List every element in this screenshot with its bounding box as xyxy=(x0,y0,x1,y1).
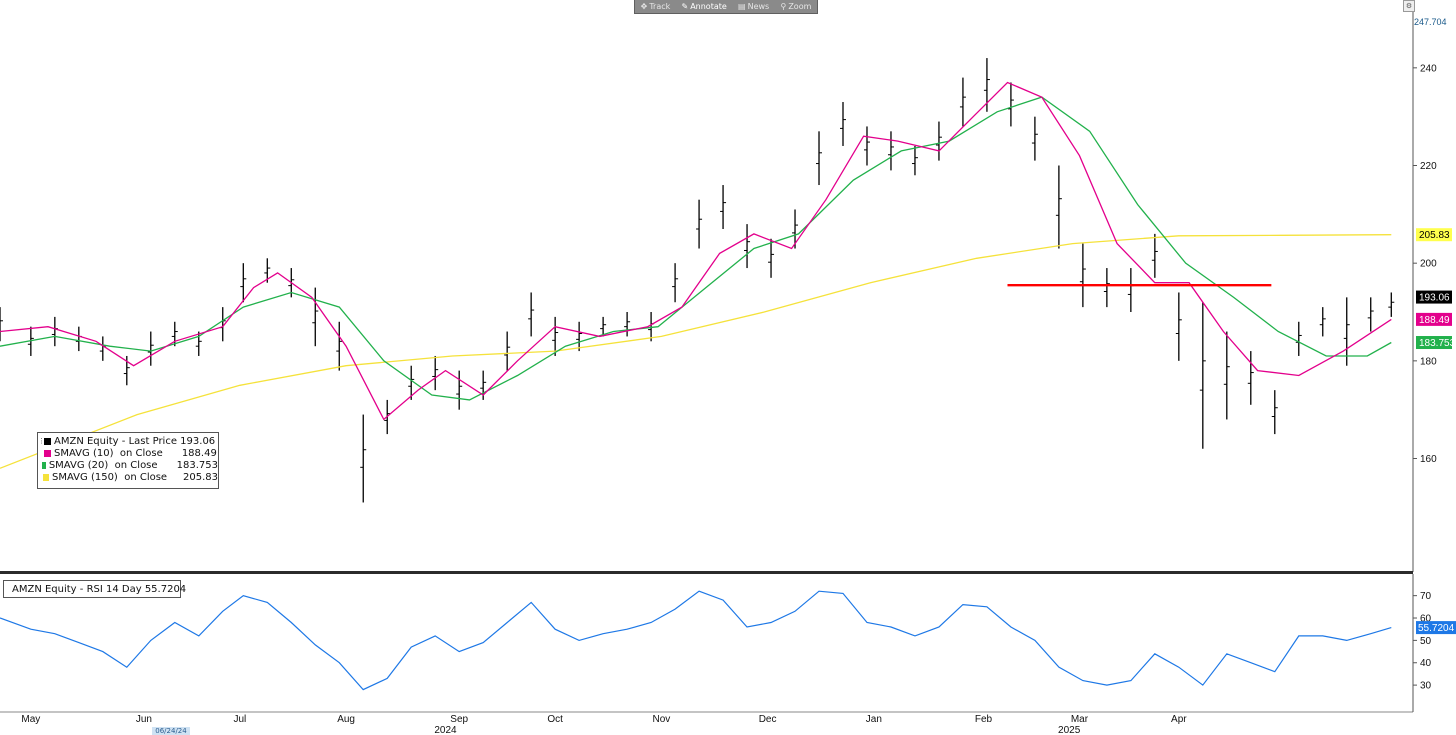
y-tick-label: 160 xyxy=(1420,454,1437,465)
zoom-icon: ⚲ xyxy=(780,2,787,11)
x-month-label: Mar xyxy=(1071,714,1089,725)
top-value-label: 247.704 xyxy=(1414,17,1447,27)
rsi-value-tag xyxy=(1416,621,1456,635)
legend-row-last-price: ⋮ AMZN Equity - Last Price 193.06 xyxy=(38,435,216,447)
value-tag xyxy=(1416,336,1452,350)
y-tick-label: 180 xyxy=(1420,356,1437,367)
y-tick-label: 220 xyxy=(1420,161,1437,172)
x-month-label: Jan xyxy=(866,714,882,725)
grip-icon: ⋮ xyxy=(38,437,45,445)
toolbar-news[interactable]: ▤ News xyxy=(738,2,770,11)
value-tag xyxy=(1416,312,1452,326)
news-icon: ▤ xyxy=(738,2,746,11)
chart-legend[interactable]: ⋮ AMZN Equity - Last Price 193.06 SMAVG … xyxy=(37,432,219,489)
x-month-label: Nov xyxy=(652,714,670,725)
value-tag-label: 193.06 xyxy=(1419,293,1450,304)
legend-swatch xyxy=(44,437,51,445)
legend-row-smavg-150: SMAVG (150) on Close 205.83 xyxy=(38,471,218,483)
date-flag: 06/24/24 xyxy=(152,727,190,735)
x-year-label: 2025 xyxy=(1058,725,1081,734)
pencil-icon: ✎ xyxy=(681,2,689,11)
legend-row-smavg-10: SMAVG (10) on Close 188.49 xyxy=(38,447,218,459)
x-month-label: Feb xyxy=(975,714,993,725)
rsi-y-tick-label: 50 xyxy=(1420,636,1432,647)
settings-icon[interactable]: ⚙ xyxy=(1403,0,1415,12)
rsi-value-tag-label: 55.7204 xyxy=(1418,623,1455,634)
value-tag xyxy=(1416,228,1452,242)
toolbar-track[interactable]: ✥ Track xyxy=(640,2,671,11)
x-month-label: Aug xyxy=(337,714,355,725)
value-tag xyxy=(1416,290,1452,304)
x-month-label: Apr xyxy=(1171,714,1187,725)
price-bars xyxy=(0,58,1395,503)
x-month-label: Jul xyxy=(233,714,246,725)
value-tag-label: 183.753 xyxy=(1419,338,1456,349)
crosshair-icon: ✥ xyxy=(640,2,648,11)
rsi-legend[interactable]: AMZN Equity - RSI 14 Day 55.7204 xyxy=(3,580,186,598)
rsi-y-tick-label: 60 xyxy=(1420,614,1432,625)
legend-swatch xyxy=(43,473,49,481)
x-month-label: Dec xyxy=(759,714,777,725)
moving-average-lines xyxy=(0,81,1392,469)
value-tag-label: 205.83 xyxy=(1419,230,1450,241)
toolbar-zoom[interactable]: ⚲ Zoom xyxy=(780,2,812,11)
y-tick-label: 200 xyxy=(1420,259,1437,270)
series-line xyxy=(0,234,1392,469)
rsi-y-tick-label: 30 xyxy=(1420,681,1432,692)
value-tag-label: 188.49 xyxy=(1419,315,1450,326)
series-line xyxy=(0,81,1392,421)
y-tick-label: 240 xyxy=(1420,63,1437,74)
legend-swatch xyxy=(44,449,51,457)
x-month-label: May xyxy=(21,714,40,725)
x-year-label: 2024 xyxy=(434,725,457,734)
panel-divider xyxy=(0,571,1413,574)
legend-swatch xyxy=(41,461,46,469)
x-month-label: Sep xyxy=(450,714,468,725)
x-month-label: Jun xyxy=(136,714,152,725)
toolbar-annotate[interactable]: ✎ Annotate xyxy=(681,2,727,11)
rsi-y-tick-label: 40 xyxy=(1420,658,1432,669)
x-month-label: Oct xyxy=(547,714,563,725)
series-line xyxy=(0,96,1392,401)
legend-row-smavg-20: SMAVG (20) on Close 183.753 xyxy=(38,459,218,471)
rsi-y-tick-label: 70 xyxy=(1420,591,1432,602)
rsi-line xyxy=(0,590,1392,691)
rsi-panel: 30 40 50 60 70 55.7204 xyxy=(0,574,1456,712)
chart-toolbar: ✥ Track ✎ Annotate ▤ News ⚲ Zoom xyxy=(634,0,818,14)
